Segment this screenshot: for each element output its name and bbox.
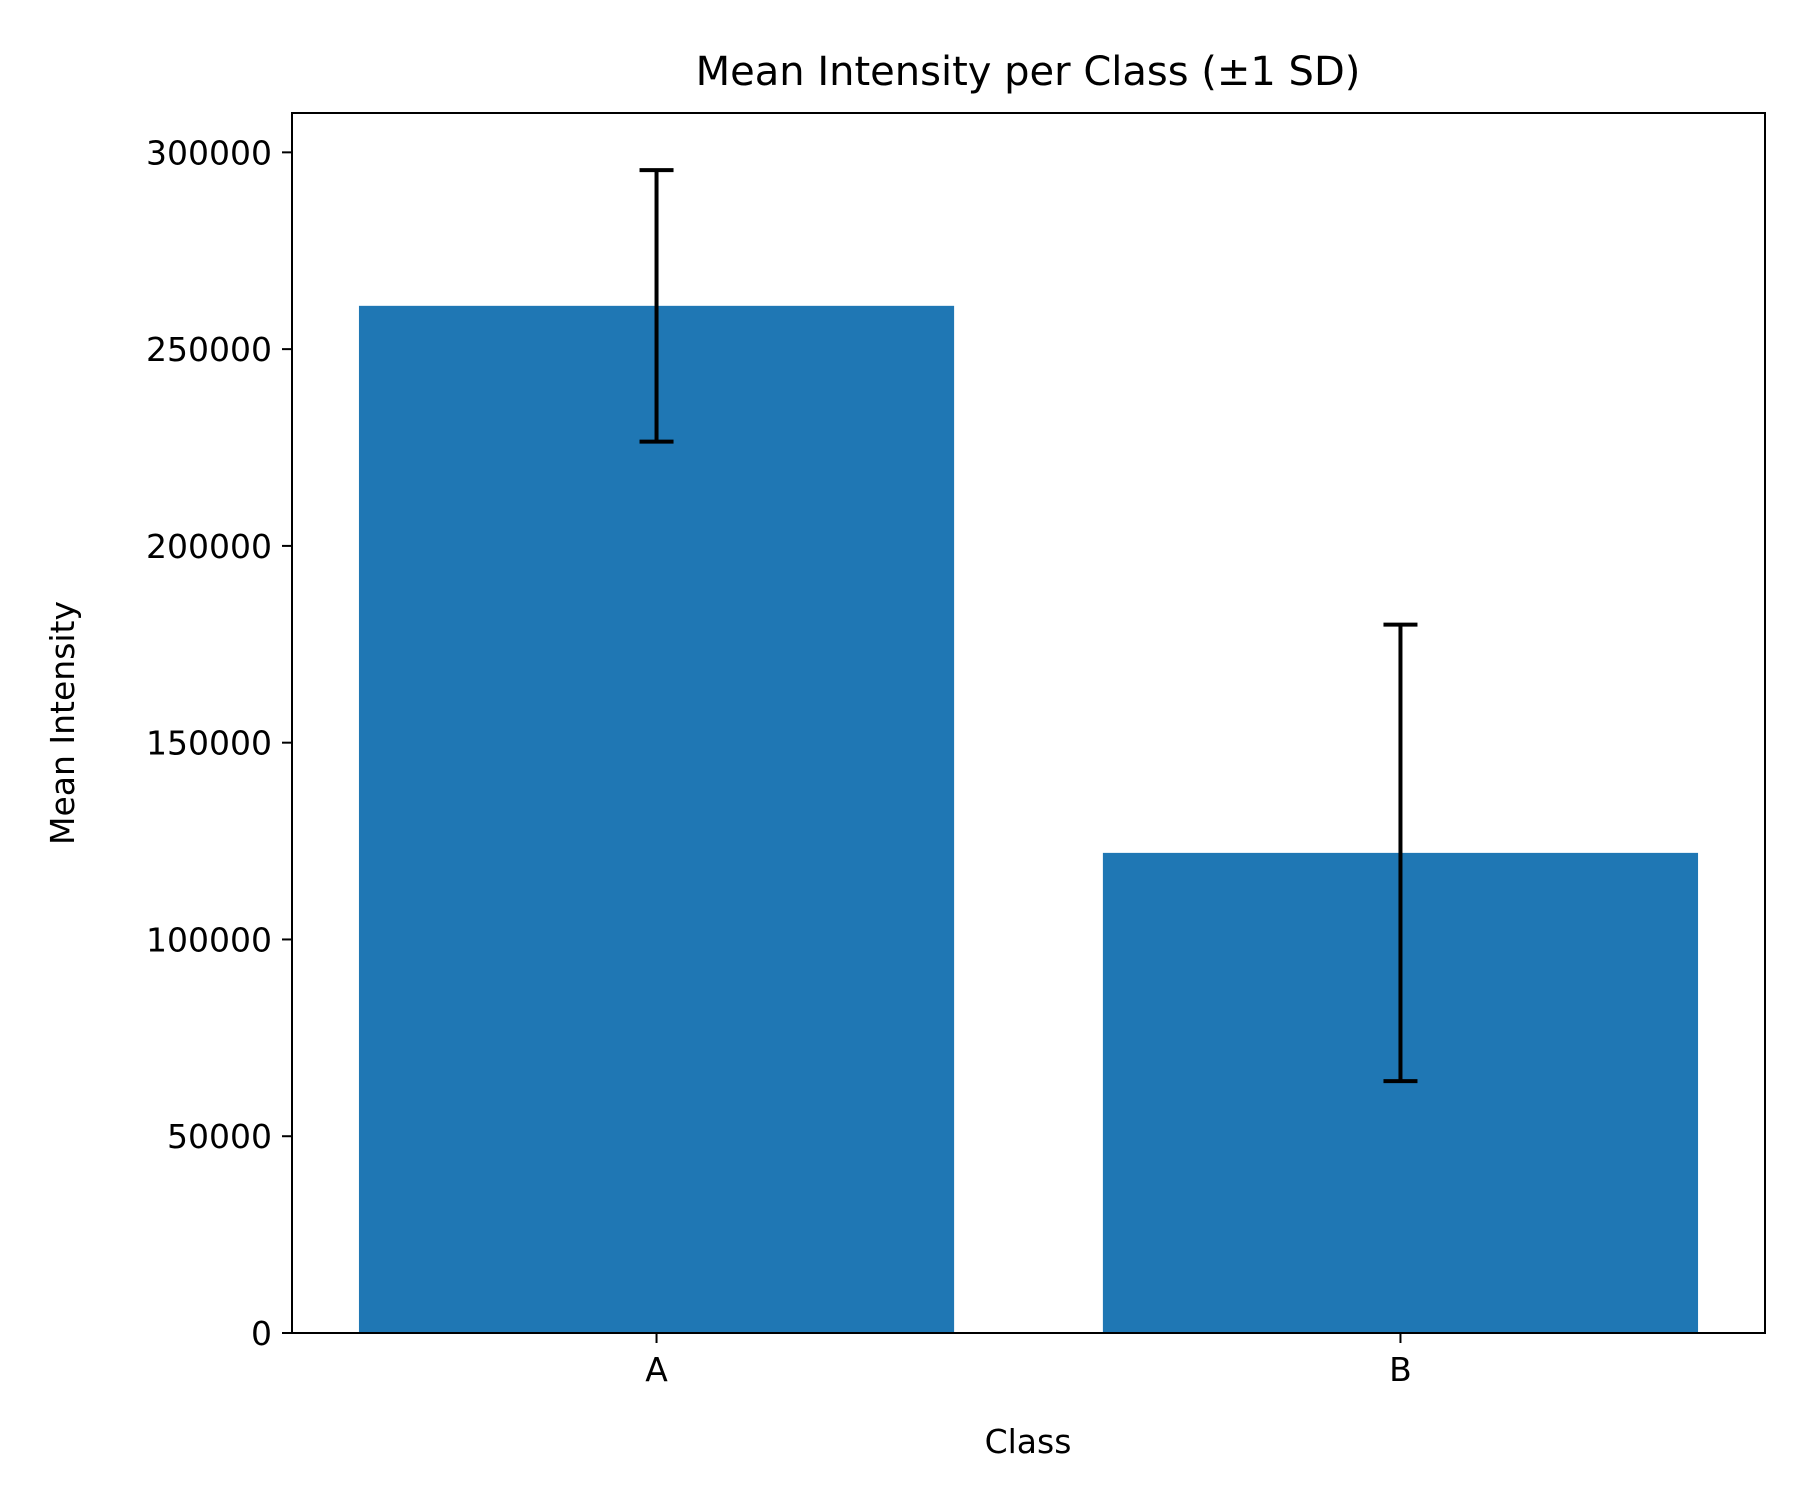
y-tick-label: 50000 [167, 1117, 272, 1156]
x-axis-label: Class [985, 1422, 1072, 1461]
y-axis-ticks: 0 50000 100000 150000 200000 250000 300000 [146, 133, 292, 1353]
error-bars-layer [639, 168, 1418, 1084]
x-tick-label-A: A [645, 1350, 668, 1389]
y-tick-label: 250000 [146, 330, 272, 369]
plot-area-frame [291, 112, 1766, 1334]
y-tick-label: 200000 [146, 527, 272, 566]
chart-title: Mean Intensity per Class (±1 SD) [696, 49, 1361, 95]
y-tick-label: 300000 [146, 133, 272, 172]
bars-layer [358, 305, 1699, 1333]
y-tick-label: 0 [251, 1314, 272, 1353]
x-tick-label-B: B [1389, 1350, 1412, 1389]
y-tick-label: 150000 [146, 724, 272, 763]
y-tick-label: 100000 [146, 920, 272, 959]
bar-A [358, 305, 955, 1333]
y-axis-label: Mean Intensity [43, 601, 82, 845]
